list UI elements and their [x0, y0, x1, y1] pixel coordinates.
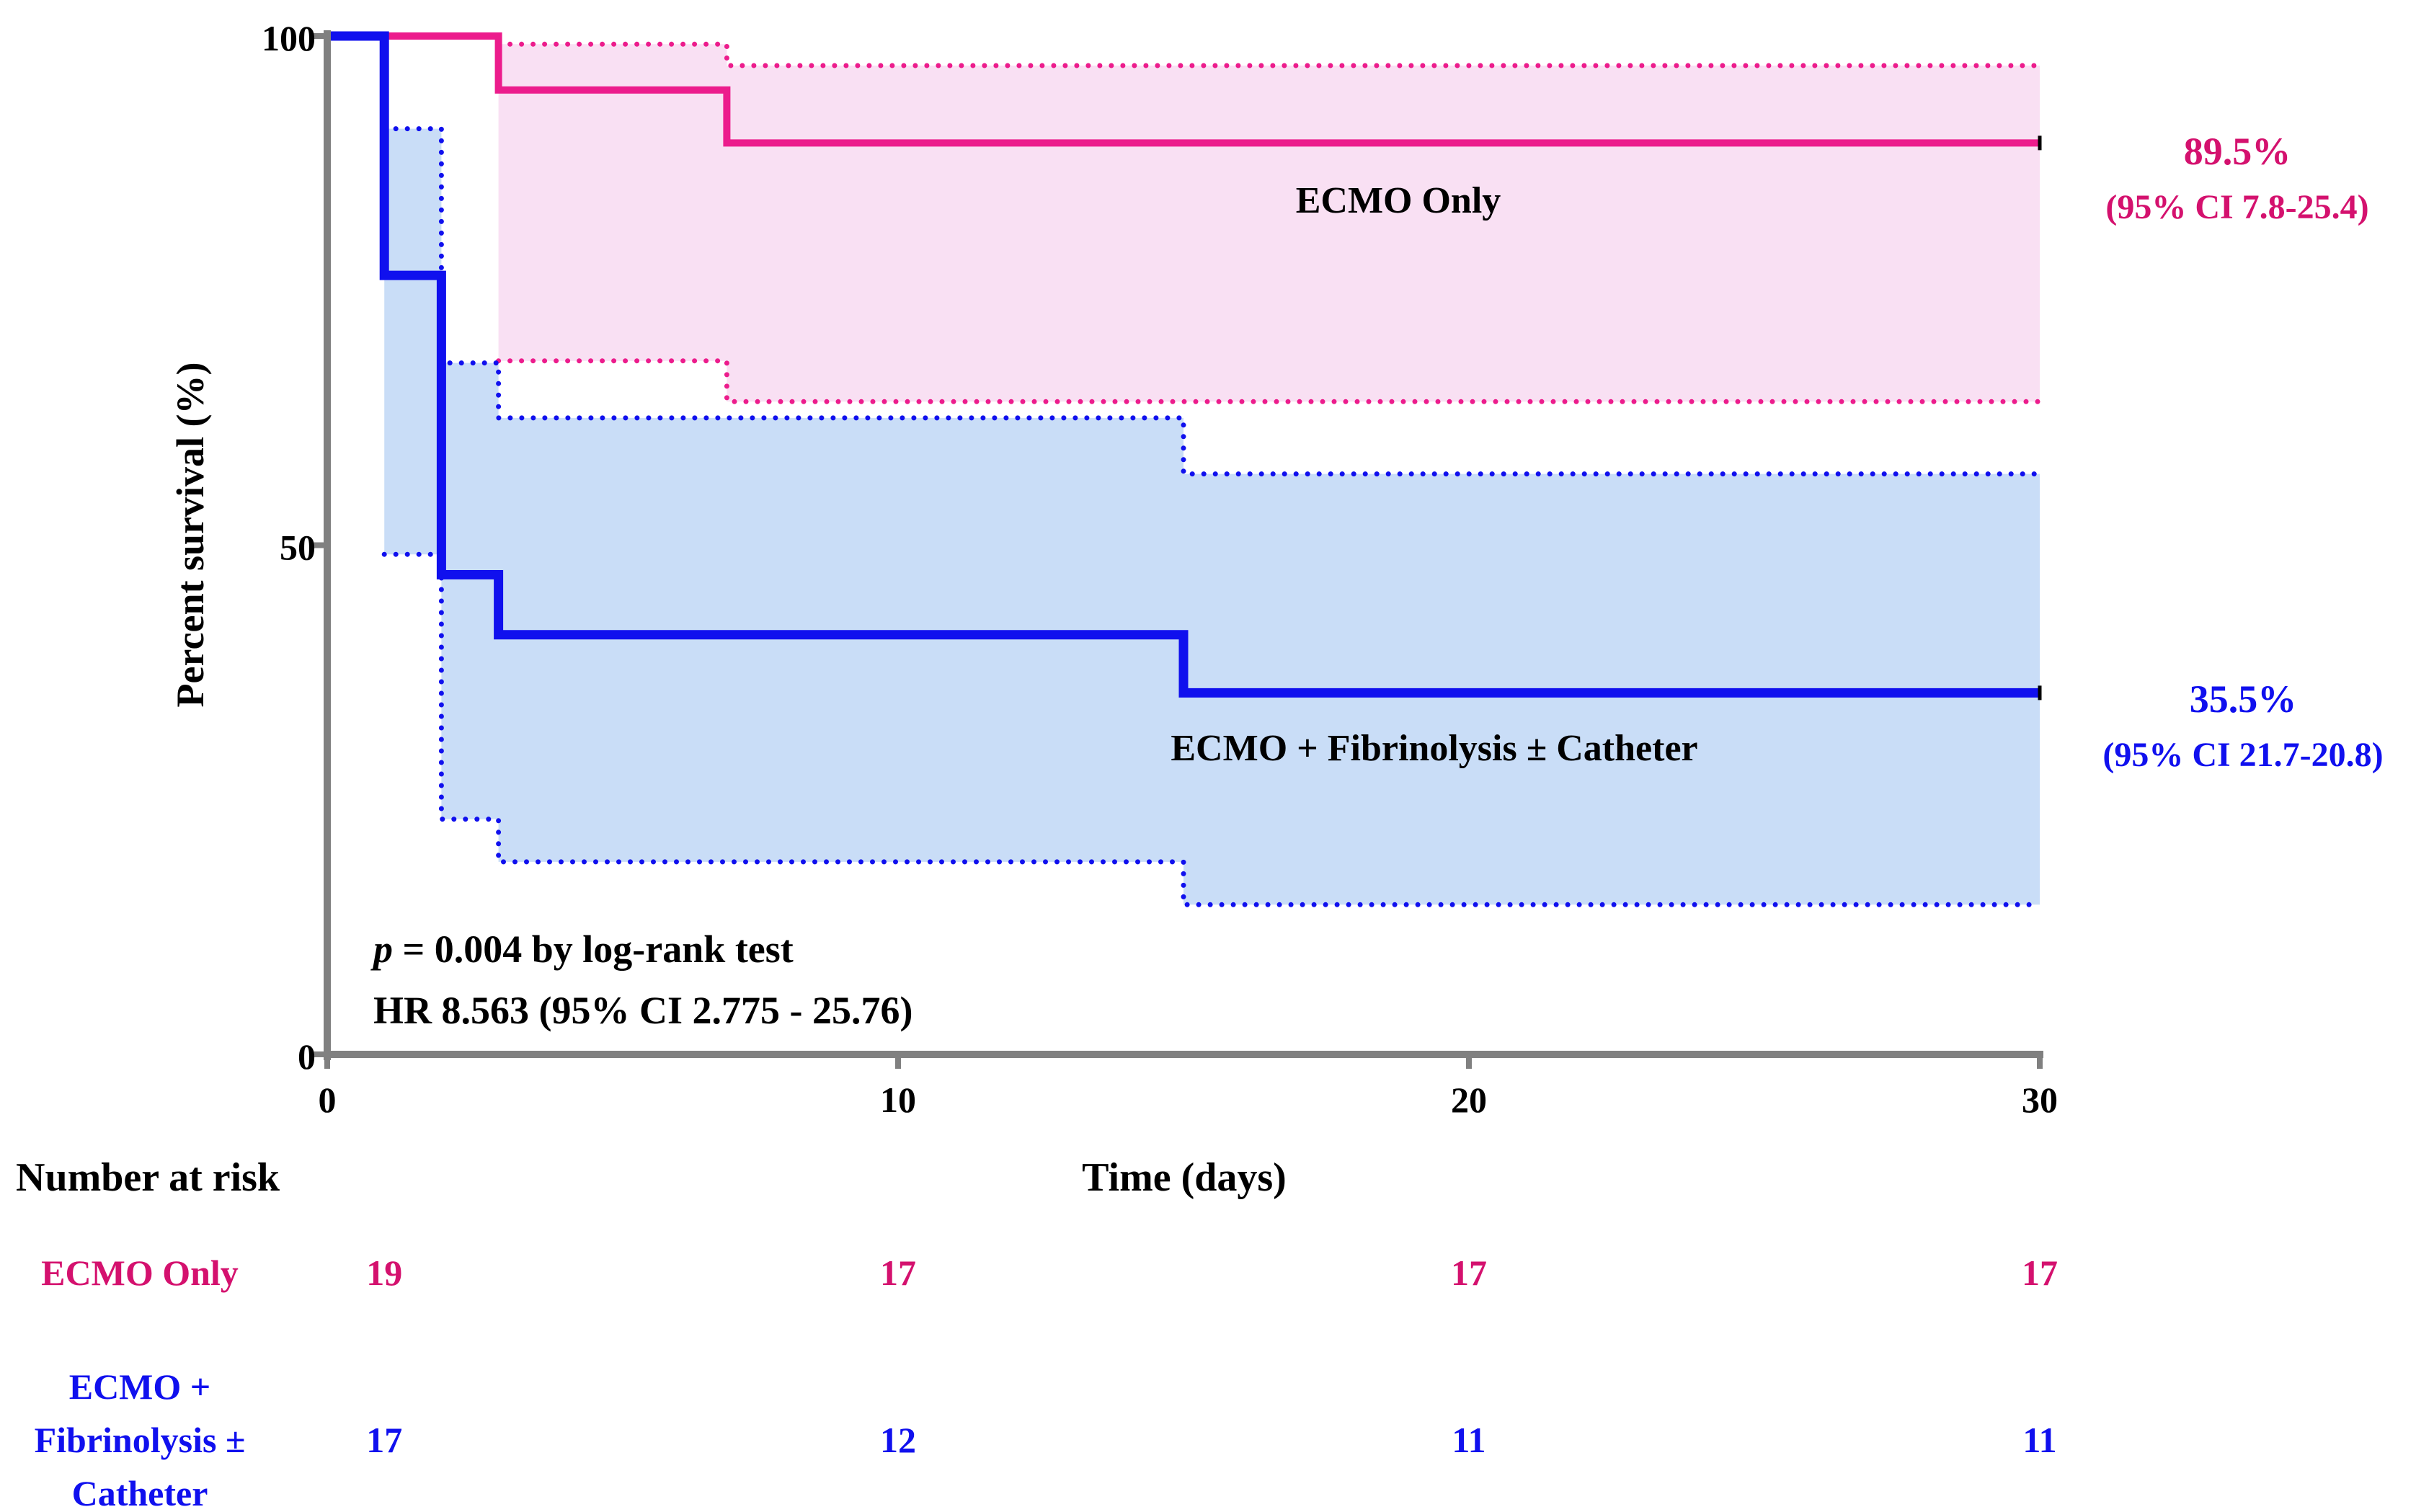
risk-count: 11: [2022, 1420, 2056, 1460]
risk-count: 19: [366, 1253, 402, 1293]
x-tick-label: 0: [319, 1080, 337, 1120]
x-tick-label: 10: [880, 1080, 916, 1120]
p-value-annotation: p = 0.004 by log-rank test: [370, 928, 794, 971]
end-value-ecmo-fibrinolysis: 35.5%: [2190, 677, 2297, 721]
ci-bound-upper-ecmo-only: [496, 41, 2043, 68]
end-ci-ecmo-only: (95% CI 7.8-25.4): [2105, 188, 2368, 226]
risk-row-label: Fibrinolysis ±: [35, 1420, 246, 1460]
risk-count: 12: [880, 1420, 916, 1460]
risk-count: 17: [880, 1253, 916, 1293]
x-tick-label: 30: [2022, 1080, 2058, 1120]
risk-row-label: ECMO +: [69, 1366, 211, 1407]
end-ci-ecmo-fibrinolysis: (95% CI 21.7-20.8): [2102, 736, 2383, 774]
end-value-ecmo-only: 89.5%: [2184, 130, 2291, 173]
survival-curve-ecmo-only: [327, 32, 2040, 147]
x-axis-title: Time (days): [1082, 1155, 1287, 1200]
survival-curve-ecmo-fibrinolysis: [327, 31, 2040, 698]
curve-label-ecmo-fibrinolysis: ECMO + Fibrinolysis ± Catheter: [1171, 728, 1697, 769]
risk-count: 17: [1451, 1253, 1487, 1293]
y-axis-title: Percent survival (%): [169, 363, 212, 708]
ci-bound-lower-ecmo-only: [496, 358, 2043, 404]
y-tick-label: 50: [280, 528, 316, 568]
curve-label-ecmo-only: ECMO Only: [1296, 180, 1501, 221]
y-tick-label: 0: [298, 1036, 316, 1077]
hazard-ratio-annotation: HR 8.563 (95% CI 2.775 - 25.76): [373, 989, 912, 1032]
risk-table-title: Number at risk: [16, 1155, 280, 1200]
risk-count: 17: [366, 1420, 402, 1460]
risk-count: 17: [2022, 1253, 2058, 1293]
risk-row-label: ECMO Only: [41, 1253, 239, 1293]
p-symbol: p: [370, 928, 393, 971]
p-value-text: = 0.004 by log-rank test: [393, 928, 794, 971]
risk-count: 11: [1452, 1420, 1485, 1460]
ci-band-ecmo-only: [498, 44, 2040, 402]
x-tick-label: 20: [1451, 1080, 1487, 1120]
y-tick-label: 100: [262, 18, 316, 58]
risk-row-label: Catheter: [72, 1473, 208, 1512]
ci-band-ecmo-fibrinolysis: [384, 128, 2040, 905]
ci-bound-lower-ecmo-fibrinolysis: [381, 551, 2043, 907]
